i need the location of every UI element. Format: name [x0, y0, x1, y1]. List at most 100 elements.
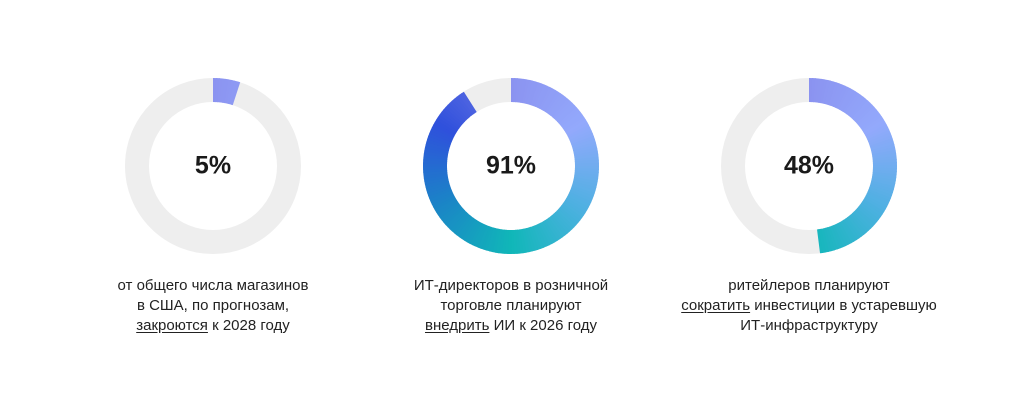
- donut-arc-segment: [526, 80, 537, 105]
- donut-arc-segment: [854, 104, 875, 124]
- donut-arc-segment: [844, 92, 862, 115]
- caption-link[interactable]: закроются: [136, 317, 208, 334]
- donut-arc-segment: [510, 229, 515, 255]
- donut-arc-segment: [822, 227, 832, 252]
- percentage-label: 5%: [195, 152, 231, 180]
- caption-link[interactable]: сократить: [681, 297, 751, 314]
- donut-arc-segment: [566, 121, 590, 137]
- donut-arc-segment: [441, 109, 463, 127]
- stat-card-3: 48% ритейлеров планируют сократить инвест…: [679, 76, 939, 336]
- donut-arc-segment: [558, 107, 579, 126]
- donut-arc-segment: [870, 180, 895, 191]
- donut-arc-segment: [849, 98, 869, 119]
- donut-arc-segment: [858, 204, 880, 223]
- donut-arc-segment: [441, 205, 463, 223]
- donut-arc-segment: [556, 208, 577, 228]
- donut-arc-segment: [571, 138, 596, 149]
- donut-arc-segment: [568, 127, 592, 141]
- donut-arc-segment: [565, 197, 588, 214]
- donut-arc-segment: [553, 211, 573, 232]
- caption-text: ИТ-директоров в розничной: [413, 277, 609, 294]
- caption-link[interactable]: внедрить: [424, 317, 490, 334]
- donut-arc-segment: [424, 178, 449, 188]
- donut-arc-segment: [820, 228, 830, 253]
- donut-arc-segment: [837, 221, 852, 245]
- donut-arc-segment: [431, 193, 455, 208]
- donut-arc-segment: [561, 111, 583, 129]
- donut-arc-segment: [565, 119, 588, 135]
- donut-arc-segment: [865, 124, 889, 139]
- donut-arc-segment: [868, 187, 893, 199]
- donut-arc-segment: [572, 141, 597, 152]
- donut-arc-segment: [423, 172, 448, 179]
- stat-caption-1: от общего числа магазинов в США, по прогн…: [83, 276, 343, 336]
- donut-arc-segment: [562, 114, 585, 131]
- donut-arc-segment: [466, 221, 482, 244]
- donut-arc-segment: [532, 225, 545, 249]
- donut-arc-segment: [454, 214, 472, 236]
- donut-arc-segment: [556, 104, 577, 124]
- donut-arc-segment: [571, 183, 596, 194]
- donut-arc-segment: [548, 94, 566, 116]
- donut-arc-segment: [866, 126, 890, 141]
- donut-arc-segment: [540, 221, 556, 244]
- donut-arc-segment: [521, 228, 530, 253]
- donut-arc-segment: [456, 216, 474, 238]
- donut-arc-segment: [428, 187, 452, 200]
- donut-arc-segment: [564, 116, 587, 133]
- donut-arc-segment: [429, 129, 453, 143]
- donut-arc-segment: [552, 98, 571, 119]
- donut-arc-segment: [864, 195, 888, 210]
- donut-arc-segment: [568, 191, 592, 206]
- donut-arc-segment: [829, 225, 841, 250]
- donut-arc-segment: [825, 227, 835, 252]
- caption-text: торговле планируют: [440, 297, 582, 314]
- donut-arc-segment: [469, 222, 484, 246]
- donut-arc-segment: [542, 89, 559, 113]
- caption-line: закроются к 2028 году: [83, 316, 343, 336]
- donut-arc-segment: [424, 176, 449, 185]
- donut-arc-segment: [456, 94, 474, 116]
- donut-arc-segment: [851, 100, 871, 121]
- percentage-label: 48%: [784, 152, 834, 180]
- caption-line: в США, по прогнозам,: [83, 296, 343, 316]
- donut-arc-segment: [530, 82, 542, 107]
- donut-arc-segment: [572, 181, 597, 191]
- donut-arc-segment: [451, 98, 471, 119]
- donut-arc-segment: [872, 161, 897, 166]
- donut-arc-segment: [573, 144, 598, 154]
- donut-arc-segment: [559, 205, 581, 224]
- donut-arc-segment: [824, 80, 834, 105]
- donut-arc-segment: [856, 106, 877, 126]
- donut-arc-segment: [434, 119, 457, 135]
- donut-arc-segment: [426, 138, 451, 149]
- donut-arc-segment: [868, 135, 893, 147]
- donut-arc-segment: [818, 228, 827, 254]
- donut-arc-segment: [425, 141, 450, 151]
- donut-arc-segment: [474, 224, 488, 248]
- caption-line: сократить инвестиции в устаревшую: [679, 296, 939, 316]
- donut-arc-segment: [862, 199, 885, 215]
- donut-arc-segment: [443, 206, 464, 226]
- donut-arc-segment: [838, 88, 854, 111]
- donut-arc-segment: [528, 81, 540, 106]
- donut-arc-segment: [532, 83, 545, 107]
- caption-text: к 2028 году: [207, 317, 290, 334]
- donut-arc-segment: [428, 132, 452, 145]
- donut-arc-segment: [447, 210, 467, 230]
- donut-arc-segment: [567, 124, 591, 139]
- donut-arc-segment: [434, 197, 457, 214]
- donut-arc-segment: [839, 220, 855, 244]
- stat-caption-2: ИТ-директоров в розничной торговле планир…: [381, 276, 641, 336]
- donut-arc-segment: [546, 93, 564, 115]
- donut-arc-segment: [437, 201, 460, 219]
- donut-arc-segment: [569, 189, 593, 203]
- donut-arc-segment: [230, 81, 241, 106]
- donut-arc-segment: [541, 88, 556, 111]
- donut-chart-2: 91%: [423, 78, 599, 255]
- donut-arc-segment: [544, 91, 561, 114]
- donut-arc-segment: [546, 217, 563, 240]
- donut-arc-segment: [483, 226, 494, 251]
- donut-arc-segment: [562, 201, 585, 219]
- caption-text: в США, по прогнозам,: [136, 297, 290, 314]
